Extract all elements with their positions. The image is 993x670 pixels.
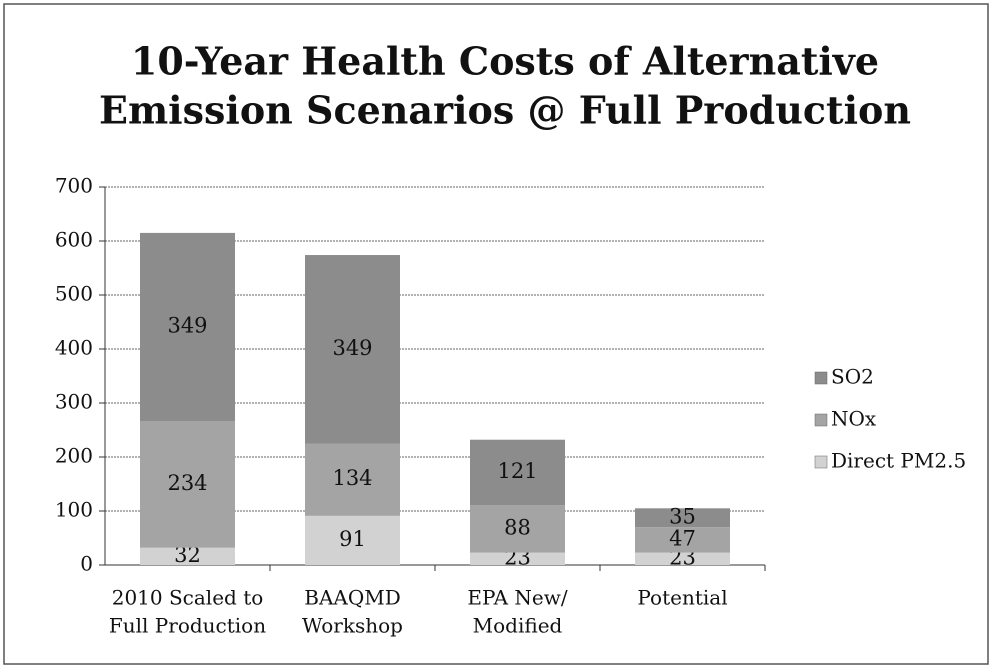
data-label: 91	[339, 527, 366, 551]
x-tick-label: Modified	[473, 614, 563, 638]
x-tick-label: 2010 Scaled to	[112, 586, 264, 610]
data-label: 349	[167, 314, 207, 338]
bar-segment	[635, 508, 730, 528]
data-label: 88	[504, 515, 531, 539]
data-label: 349	[332, 336, 372, 360]
y-tick-label: 400	[55, 336, 93, 360]
bar-segment	[635, 527, 730, 553]
legend-swatch	[814, 413, 828, 427]
bar-segment	[470, 439, 565, 506]
y-tick-label: 500	[55, 282, 93, 306]
y-tick-label: 0	[80, 552, 93, 576]
data-label: 234	[167, 471, 207, 495]
data-label: 47	[669, 526, 696, 550]
bar-segment	[305, 255, 400, 444]
y-tick-label: 700	[55, 174, 93, 198]
chart-title: Emission Scenarios @ Full Production	[99, 88, 911, 133]
y-tick-label: 300	[55, 390, 93, 414]
y-tick-label: 600	[55, 228, 93, 252]
x-tick-label: Full Production	[109, 614, 266, 638]
data-label: 35	[669, 504, 696, 528]
legend-label: Direct PM2.5	[831, 449, 966, 473]
data-label: 121	[497, 459, 537, 483]
chart-title: 10-Year Health Costs of Alternative	[131, 39, 879, 84]
y-tick-label: 200	[55, 444, 93, 468]
x-tick-label: EPA New/	[467, 586, 567, 610]
bar-segment	[470, 505, 565, 553]
bar-segment	[635, 552, 730, 565]
legend-swatch	[814, 455, 828, 469]
bar-segment	[140, 547, 235, 565]
legend-label: NOx	[831, 407, 877, 431]
x-tick-label: Workshop	[302, 614, 403, 638]
legend-label: SO2	[831, 365, 874, 389]
data-label: 134	[332, 466, 372, 490]
x-tick-label: BAAQMD	[304, 586, 401, 610]
bar-segment	[140, 421, 235, 548]
bar-segment	[305, 515, 400, 565]
legend-swatch	[814, 371, 828, 385]
bar-segment	[140, 232, 235, 422]
bar-segment	[470, 552, 565, 565]
y-tick-label: 100	[55, 498, 93, 522]
x-tick-label: Potential	[637, 586, 727, 610]
bar-segment	[305, 443, 400, 516]
